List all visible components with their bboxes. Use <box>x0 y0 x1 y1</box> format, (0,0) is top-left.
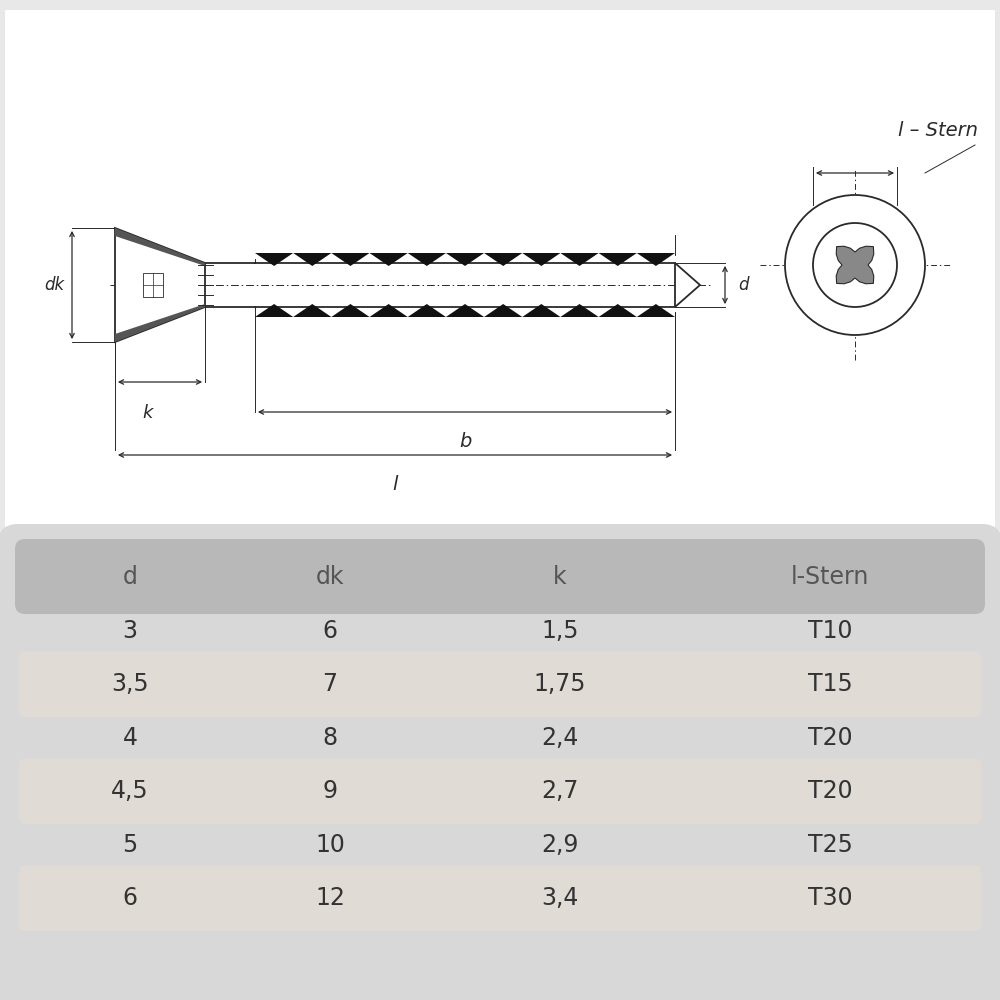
Polygon shape <box>637 304 675 317</box>
Polygon shape <box>293 304 331 317</box>
Text: l – Stern: l – Stern <box>898 121 978 140</box>
Text: 12: 12 <box>315 886 345 910</box>
Polygon shape <box>446 253 484 266</box>
Polygon shape <box>836 246 874 284</box>
Text: b: b <box>459 432 471 451</box>
Text: T20: T20 <box>808 779 852 803</box>
Text: 4,5: 4,5 <box>111 779 149 803</box>
Text: 6: 6 <box>322 619 338 643</box>
Text: 2,9: 2,9 <box>541 833 579 857</box>
Text: 10: 10 <box>315 833 345 857</box>
Circle shape <box>785 195 925 335</box>
Polygon shape <box>522 304 560 317</box>
Text: k: k <box>143 404 153 422</box>
Text: 5: 5 <box>122 833 138 857</box>
Polygon shape <box>143 273 163 297</box>
Polygon shape <box>637 253 675 266</box>
Text: 3,5: 3,5 <box>111 672 149 696</box>
Polygon shape <box>331 304 370 317</box>
Polygon shape <box>560 253 599 266</box>
Text: 4: 4 <box>122 726 138 750</box>
Polygon shape <box>255 253 293 266</box>
Text: d: d <box>123 566 137 590</box>
Polygon shape <box>599 253 637 266</box>
Text: dk: dk <box>44 276 64 294</box>
Polygon shape <box>115 228 205 342</box>
FancyBboxPatch shape <box>5 10 995 538</box>
FancyBboxPatch shape <box>19 865 981 931</box>
Text: 8: 8 <box>322 726 338 750</box>
Text: 2,7: 2,7 <box>541 779 579 803</box>
Text: l: l <box>392 475 398 494</box>
Polygon shape <box>255 304 293 317</box>
Polygon shape <box>484 304 522 317</box>
Text: 9: 9 <box>322 779 338 803</box>
FancyBboxPatch shape <box>15 539 985 614</box>
FancyBboxPatch shape <box>0 524 1000 1000</box>
Polygon shape <box>115 228 205 266</box>
Text: k: k <box>553 566 567 590</box>
Polygon shape <box>370 304 408 317</box>
FancyBboxPatch shape <box>19 758 981 824</box>
Polygon shape <box>370 253 408 266</box>
Text: 1,75: 1,75 <box>534 672 586 696</box>
Polygon shape <box>331 253 370 266</box>
Text: T15: T15 <box>808 672 852 696</box>
Polygon shape <box>115 304 205 342</box>
Polygon shape <box>599 304 637 317</box>
Text: 3: 3 <box>122 619 138 643</box>
Polygon shape <box>446 304 484 317</box>
Text: l-Stern: l-Stern <box>791 566 869 590</box>
Text: 3,4: 3,4 <box>541 886 579 910</box>
Text: T30: T30 <box>808 886 852 910</box>
Text: 1,5: 1,5 <box>541 619 579 643</box>
Text: T25: T25 <box>808 833 852 857</box>
Polygon shape <box>675 263 700 307</box>
Circle shape <box>813 223 897 307</box>
FancyBboxPatch shape <box>19 652 981 717</box>
Polygon shape <box>408 253 446 266</box>
Text: 7: 7 <box>322 672 338 696</box>
Text: d: d <box>738 276 748 294</box>
Text: 2,4: 2,4 <box>541 726 579 750</box>
Text: 6: 6 <box>122 886 138 910</box>
Text: T10: T10 <box>808 619 852 643</box>
Polygon shape <box>293 253 331 266</box>
Text: dk: dk <box>316 566 344 590</box>
Polygon shape <box>522 253 560 266</box>
Text: T20: T20 <box>808 726 852 750</box>
Polygon shape <box>408 304 446 317</box>
Polygon shape <box>484 253 522 266</box>
Polygon shape <box>560 304 599 317</box>
